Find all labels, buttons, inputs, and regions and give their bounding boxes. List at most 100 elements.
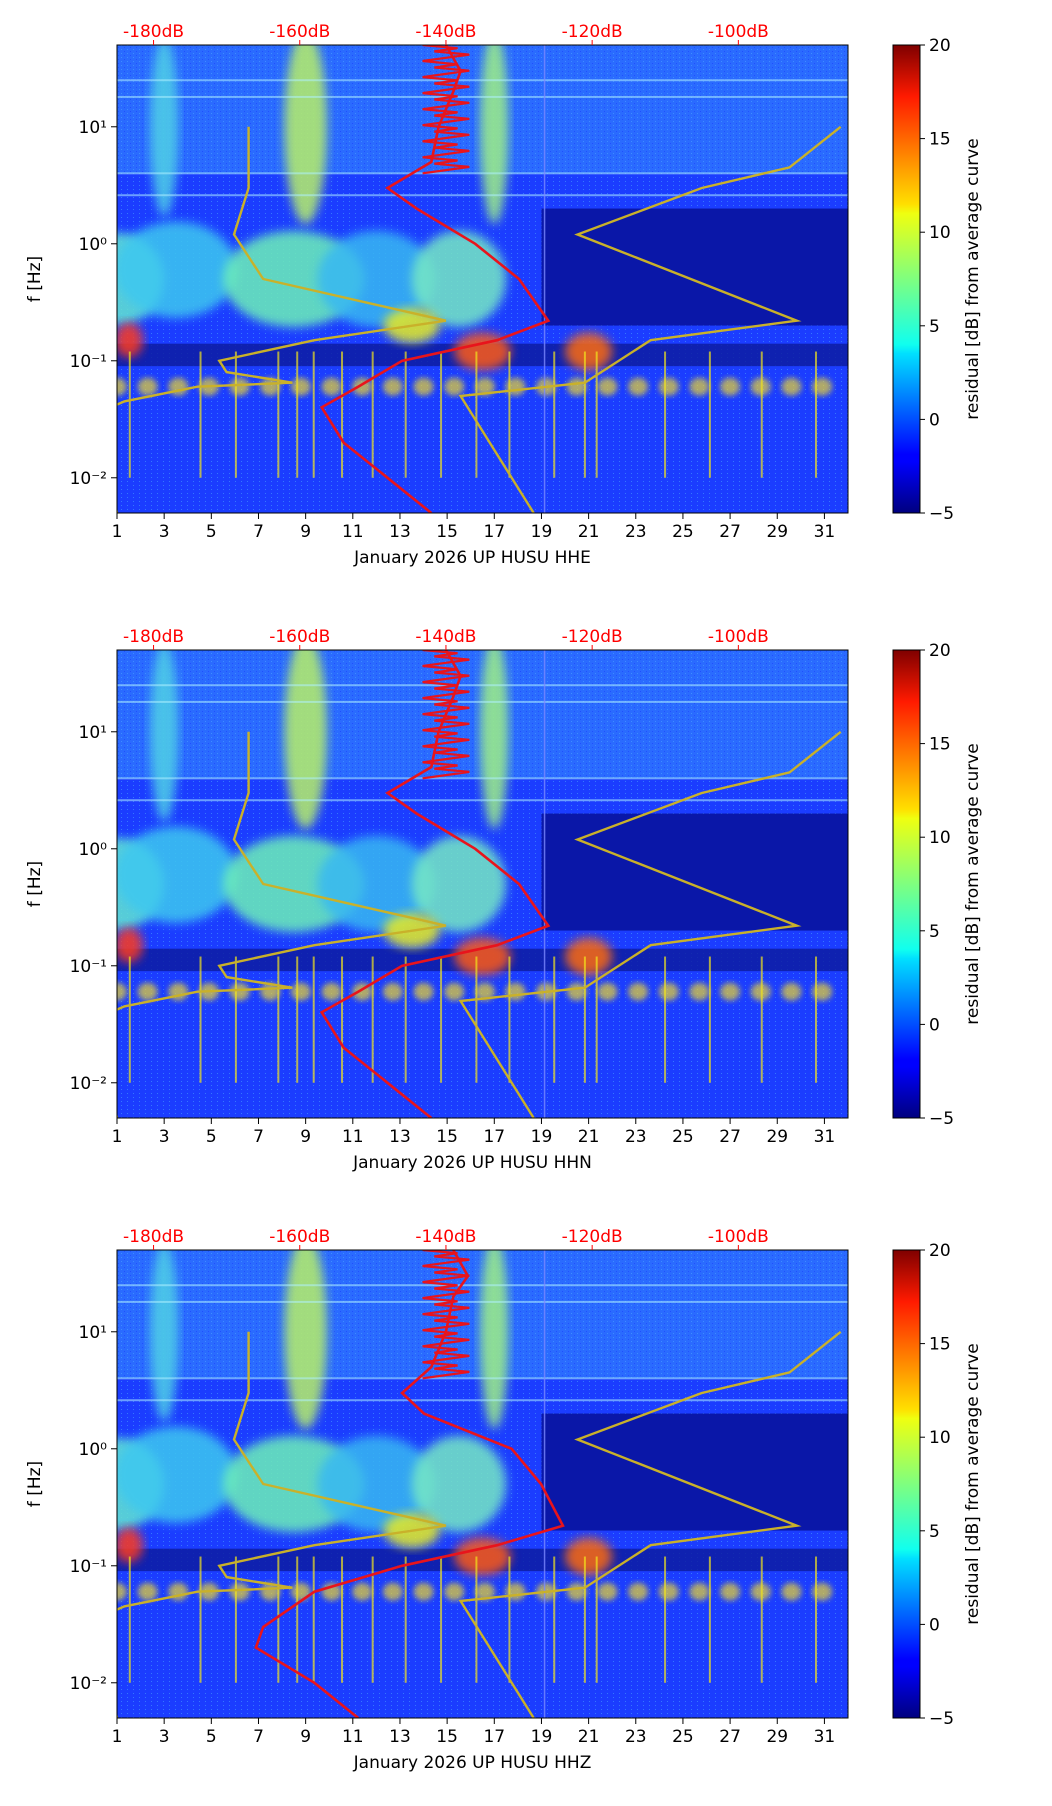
colorbar (892, 1249, 921, 1719)
heatmap-blob (480, 45, 509, 225)
heatmap-microseism-blob (689, 982, 710, 1001)
colorbar-tick-label: 5 (929, 317, 940, 337)
heatmap-transient (234, 1556, 237, 1683)
heatmap-transient (128, 351, 131, 478)
y-tick-label: 10⁻² (70, 1074, 107, 1094)
heatmap-harmonic-line (117, 1284, 848, 1287)
heatmap-transient (341, 351, 344, 478)
heatmap-blob (411, 835, 507, 933)
heatmap-day-marker (543, 45, 546, 513)
heatmap-transient (440, 956, 443, 1083)
heatmap-blob (565, 332, 613, 371)
colorbar-tick-label: 0 (929, 1615, 940, 1635)
top-db-label: -140dB (415, 22, 476, 42)
heatmap-blob (117, 826, 238, 923)
heatmap-blob (150, 45, 179, 217)
spectrogram-panel-1: 1 3 5 7 9 11 13 15 17 19 21 23 25 27 29 3110⁻²10⁻¹10⁰10… (25, 22, 983, 568)
heatmap-transient (553, 1556, 556, 1683)
heatmap-transient (341, 1556, 344, 1683)
heatmap-microseism-blob (812, 982, 833, 1001)
x-tick-label: 13 (389, 1727, 411, 1747)
heatmap-transient (404, 956, 407, 1083)
heatmap-transient (234, 956, 237, 1083)
x-tick-label: 29 (766, 1727, 788, 1747)
y-axis-label: f [Hz] (25, 1461, 45, 1507)
x-tick-label: 9 (300, 1127, 311, 1147)
heatmap-transient (708, 1556, 711, 1683)
heatmap-blob (150, 650, 179, 822)
heatmap-transient (312, 351, 315, 478)
heatmap-microseism-blob (117, 1582, 127, 1601)
colorbar-tick-label: 15 (929, 130, 951, 150)
heatmap-blob (480, 1250, 509, 1430)
heatmap-microseism-blob (812, 1582, 833, 1601)
colorbar-tick-label: 20 (929, 36, 951, 56)
heatmap-transient (814, 1556, 817, 1683)
x-tick-label: 1 (112, 522, 123, 542)
heatmap-microseism-blob (597, 377, 618, 396)
heatmap-transient (760, 1556, 763, 1683)
heatmap-transient (199, 1556, 202, 1683)
y-tick-label: 10⁰ (79, 840, 108, 860)
heatmap-microseism-blob (137, 377, 158, 396)
colorbar-label: residual [dB] from average curve (963, 138, 983, 419)
y-axis-label: f [Hz] (25, 256, 45, 302)
x-tick-label: 7 (253, 1727, 264, 1747)
heatmap-blob (284, 45, 327, 225)
heatmap-quiet-region (541, 208, 848, 326)
x-tick-label: 19 (531, 1127, 553, 1147)
heatmap-blob (284, 650, 327, 830)
heatmap-microseism-blob (720, 982, 741, 1001)
x-tick-label: 29 (766, 1127, 788, 1147)
heatmap-day-marker (543, 650, 546, 1118)
y-axis-label: f [Hz] (25, 861, 45, 907)
top-db-label: -180dB (123, 627, 184, 647)
heatmap-microseism-blob (137, 1582, 158, 1601)
x-tick-label: 1 (112, 1727, 123, 1747)
x-tick-label: 17 (483, 1727, 505, 1747)
x-tick-label: 15 (436, 522, 458, 542)
heatmap-harmonic-line (117, 194, 848, 197)
x-tick-label: 1 (112, 1127, 123, 1147)
x-tick-label: 21 (578, 522, 600, 542)
heatmap-microseism-blob (444, 1582, 465, 1601)
heatmap-blob (454, 1537, 511, 1576)
top-db-label: -120dB (562, 1227, 623, 1247)
heatmap-blob (411, 230, 507, 328)
heatmap-transient (760, 956, 763, 1083)
heatmap-microseism-blob (413, 1582, 434, 1601)
heatmap-microseism-blob (352, 1582, 373, 1601)
y-tick-label: 10¹ (79, 723, 107, 743)
x-tick-label: 31 (814, 1727, 836, 1747)
colorbar-tick-label: 5 (929, 922, 940, 942)
heatmap-microseism-blob (229, 1582, 250, 1601)
heatmap-blob (117, 1527, 143, 1563)
heatmap-microseism-blob (413, 377, 434, 396)
x-tick-label: 13 (389, 522, 411, 542)
median-psd-curve (254, 1250, 565, 1718)
x-axis-label: January 2026 UP HUSU HHN (352, 1153, 592, 1173)
heatmap-transient (277, 956, 280, 1083)
top-db-label: -120dB (562, 627, 623, 647)
heatmap-transient (371, 351, 374, 478)
heatmap-microseism-blob (444, 982, 465, 1001)
median-psd-curve-hf (422, 45, 470, 175)
colorbar (892, 649, 921, 1119)
heatmap-harmonic-line (117, 684, 848, 687)
heatmap-microseism-blob (628, 982, 649, 1001)
heatmap-transient (199, 956, 202, 1083)
nlnm-curve (117, 126, 447, 513)
heatmap-transient (508, 1556, 511, 1683)
heatmap-transient (595, 1556, 598, 1683)
colorbar-tick-label: 5 (929, 1522, 940, 1542)
heatmap-blob (565, 937, 613, 976)
colorbar-label: residual [dB] from average curve (963, 743, 983, 1024)
heatmap-transient (199, 351, 202, 478)
heatmap-microseism-blob (474, 377, 495, 396)
heatmap-transient (440, 1556, 443, 1683)
heatmap-transient (595, 956, 598, 1083)
heatmap-microseism-blob (781, 377, 802, 396)
x-tick-label: 15 (436, 1727, 458, 1747)
x-tick-label: 23 (625, 522, 647, 542)
